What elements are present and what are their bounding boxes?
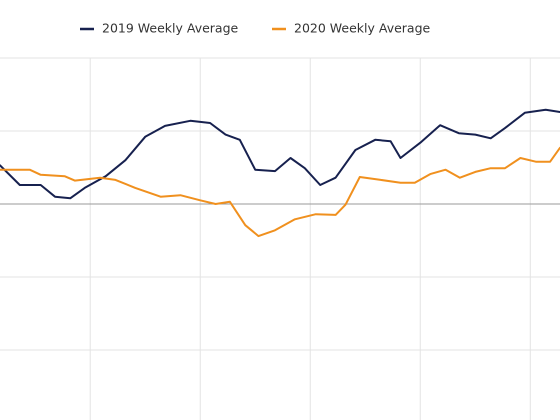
legend-label: 2020 Weekly Average bbox=[294, 21, 431, 36]
legend-label: 2019 Weekly Average bbox=[102, 21, 239, 36]
line-series bbox=[0, 108, 560, 200]
line-series bbox=[0, 146, 560, 238]
